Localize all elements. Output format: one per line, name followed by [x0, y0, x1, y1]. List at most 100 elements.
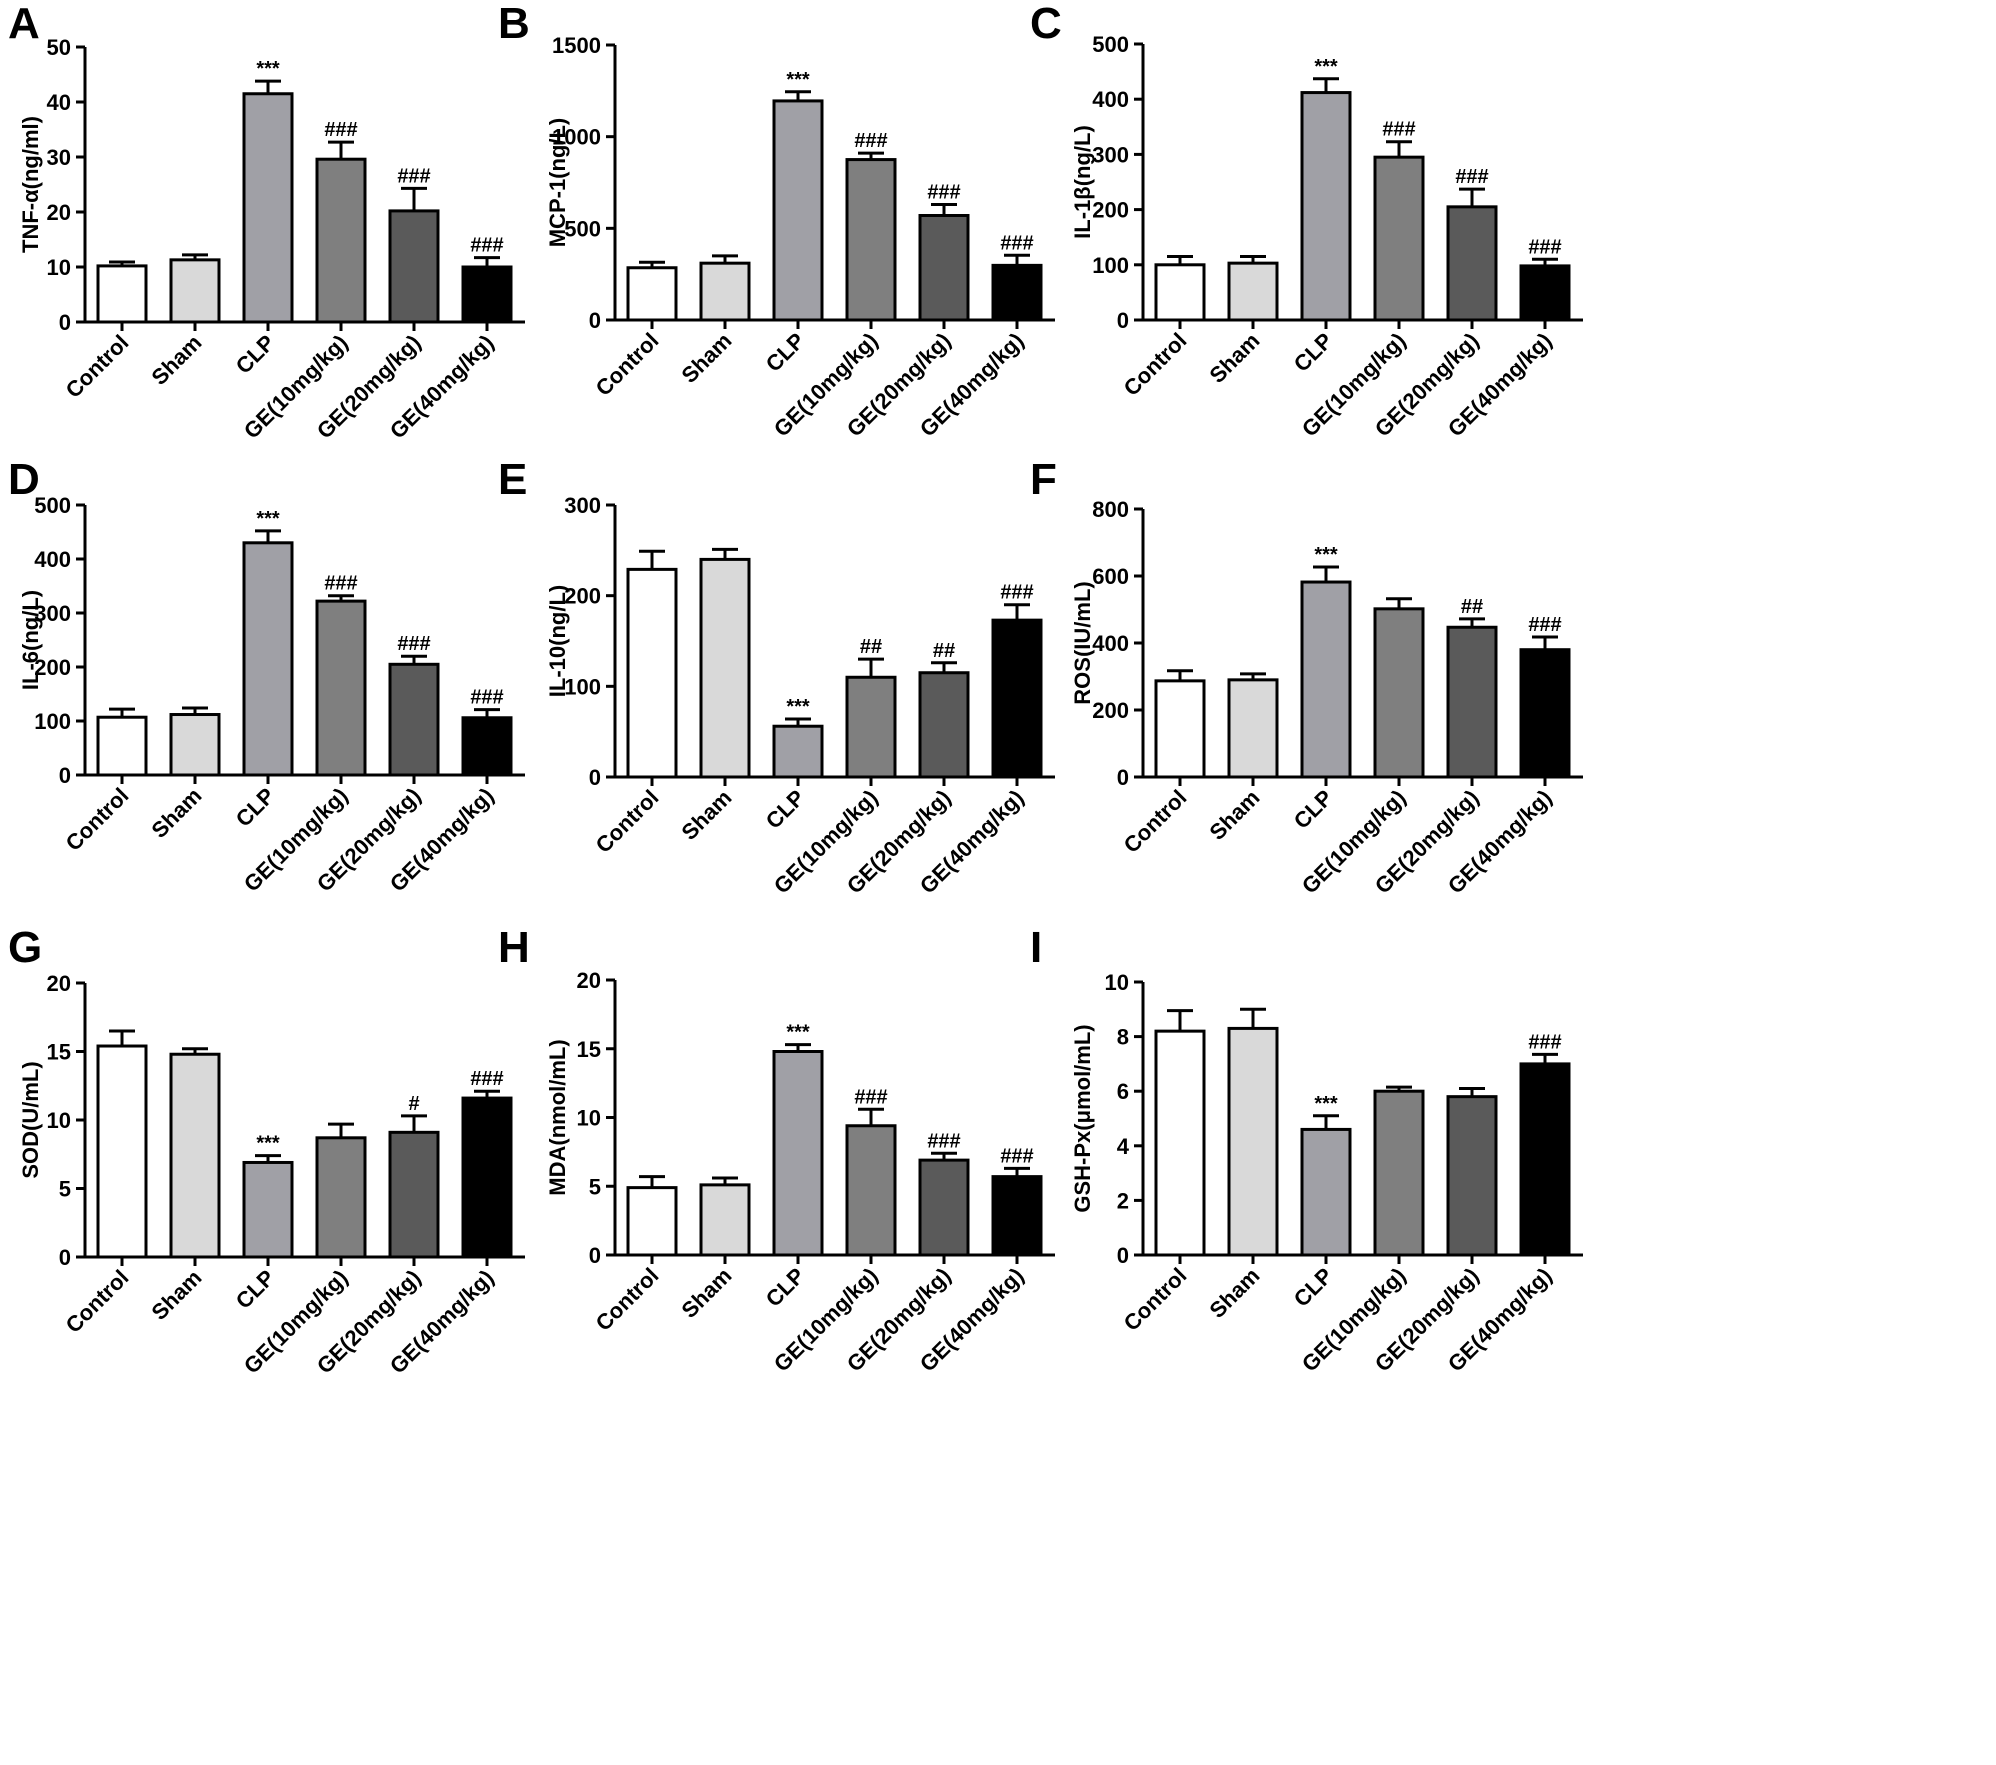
significance-marker: ###	[1382, 119, 1415, 141]
x-category-label: Sham	[146, 330, 206, 390]
y-tick-label: 600	[1092, 564, 1129, 589]
panel-c: C IL-1β(ng/L) 0 100 200 300 400 500 Control Sham *…	[1030, 0, 1583, 441]
panel-f: F ROS(IU/mL) 0 200 400 600 800 Control Sham *** CL…	[1030, 455, 1583, 898]
y-tick-label: 8	[1117, 1025, 1129, 1050]
bar-sham	[1227, 261, 1279, 322]
bar-ge-20mg-kg-	[1446, 205, 1498, 322]
y-tick-label: 20	[47, 200, 71, 225]
y-axis-label: MDA(nmol/mL)	[545, 1039, 570, 1195]
significance-marker: ###	[470, 235, 503, 257]
significance-marker: ###	[324, 573, 357, 595]
significance-marker: ###	[927, 1130, 960, 1152]
significance-marker: ***	[1314, 1093, 1338, 1115]
significance-marker: ###	[470, 687, 503, 709]
y-tick-label: 0	[1117, 1243, 1129, 1268]
y-tick-label: 5	[59, 1177, 71, 1202]
panel-letter: B	[498, 0, 530, 48]
bar-control	[1154, 263, 1206, 322]
significance-marker: ###	[1000, 582, 1033, 604]
x-category-label: CLP	[1289, 785, 1338, 834]
bar-clp	[1300, 1127, 1352, 1257]
y-tick-label: 100	[564, 674, 601, 699]
significance-marker: ***	[786, 696, 810, 718]
y-tick-label: 10	[577, 1106, 601, 1131]
x-category-label: Control	[591, 328, 664, 401]
y-tick-label: 4	[1117, 1134, 1130, 1159]
bar-ge-10mg-kg-	[315, 1136, 367, 1259]
y-tick-label: 0	[1117, 308, 1129, 333]
panel-d: D IL-6(ng/L) 0 100 200 300 400 500 Control Sham **…	[8, 455, 525, 896]
significance-marker: ###	[1000, 232, 1033, 254]
panel-letter: E	[498, 455, 527, 504]
bar-ge-10mg-kg-	[1373, 155, 1425, 322]
y-tick-label: 0	[59, 763, 71, 788]
bar-sham	[169, 713, 221, 777]
panel-letter: I	[1030, 923, 1042, 972]
y-axis-label: ROS(IU/mL)	[1070, 581, 1095, 704]
bar-ge-40mg-kg-	[991, 263, 1043, 322]
significance-marker: ###	[854, 1086, 887, 1108]
bar-clp	[1300, 580, 1352, 779]
y-tick-label: 200	[1092, 698, 1129, 723]
x-category-label: Sham	[1204, 328, 1264, 388]
bar-ge-20mg-kg-	[388, 662, 440, 777]
y-tick-label: 300	[1092, 142, 1129, 167]
panel-e: E IL-10(ng/L) 0 100 200 300 Control Sham *** CLP #…	[498, 455, 1055, 898]
bar-ge-10mg-kg-	[845, 675, 897, 779]
x-category-label: CLP	[761, 1263, 810, 1312]
y-tick-label: 2	[1117, 1188, 1129, 1213]
x-category-label: Sham	[146, 1265, 206, 1325]
x-category-label: Control	[591, 785, 664, 858]
significance-marker: ***	[786, 69, 810, 91]
significance-marker: ###	[1528, 614, 1561, 636]
bar-clp	[772, 1050, 824, 1257]
bar-ge-10mg-kg-	[845, 158, 897, 322]
y-tick-label: 100	[1092, 253, 1129, 278]
significance-marker: ###	[397, 633, 430, 655]
bar-control	[1154, 679, 1206, 779]
bar-control	[96, 715, 148, 777]
significance-marker: ###	[1455, 166, 1488, 188]
bar-clp	[772, 724, 824, 779]
y-tick-label: 0	[589, 765, 601, 790]
y-tick-label: 50	[47, 35, 71, 60]
significance-marker: ###	[854, 130, 887, 152]
x-category-label: CLP	[231, 330, 280, 379]
y-axis-label: GSH-Px(μmol/mL)	[1070, 1024, 1095, 1212]
y-tick-label: 200	[1092, 198, 1129, 223]
panel-letter: H	[498, 923, 530, 972]
bar-control	[626, 1186, 678, 1257]
bar-clp	[772, 99, 824, 322]
significance-marker: ###	[324, 119, 357, 141]
y-tick-label: 200	[34, 655, 71, 680]
y-axis-label: IL-10(ng/L)	[545, 585, 570, 697]
y-tick-label: 300	[564, 493, 601, 518]
x-category-label: Control	[61, 783, 134, 856]
bar-ge-20mg-kg-	[1446, 1095, 1498, 1257]
significance-marker: ###	[927, 182, 960, 204]
significance-marker: ***	[1314, 56, 1338, 78]
y-tick-label: 100	[34, 709, 71, 734]
y-tick-label: 500	[34, 493, 71, 518]
panel-h: H MDA(nmol/mL) 0 5 10 15 20 Control Sham *** CLP ##…	[498, 923, 1055, 1376]
y-tick-label: 800	[1092, 497, 1129, 522]
significance-marker: ##	[860, 636, 882, 658]
y-tick-label: 0	[589, 1243, 601, 1268]
y-tick-label: 15	[577, 1037, 601, 1062]
y-tick-label: 20	[47, 971, 71, 996]
significance-marker: ***	[786, 1022, 810, 1044]
y-tick-label: 40	[47, 90, 71, 115]
significance-marker: ###	[1000, 1145, 1033, 1167]
bar-sham	[699, 261, 751, 322]
x-category-label: Sham	[146, 783, 206, 843]
x-category-label: Sham	[1204, 1263, 1264, 1323]
panel-i: I GSH-Px(μmol/mL) 0 2 4 6 8 10 Control Sham *** CLP…	[1030, 923, 1583, 1376]
y-tick-label: 400	[1092, 631, 1129, 656]
x-category-label: Control	[1119, 328, 1192, 401]
y-tick-label: 500	[564, 216, 601, 241]
bar-control	[96, 264, 148, 324]
bar-control	[626, 266, 678, 322]
y-tick-label: 6	[1117, 1079, 1129, 1104]
bar-ge-20mg-kg-	[918, 1158, 970, 1257]
